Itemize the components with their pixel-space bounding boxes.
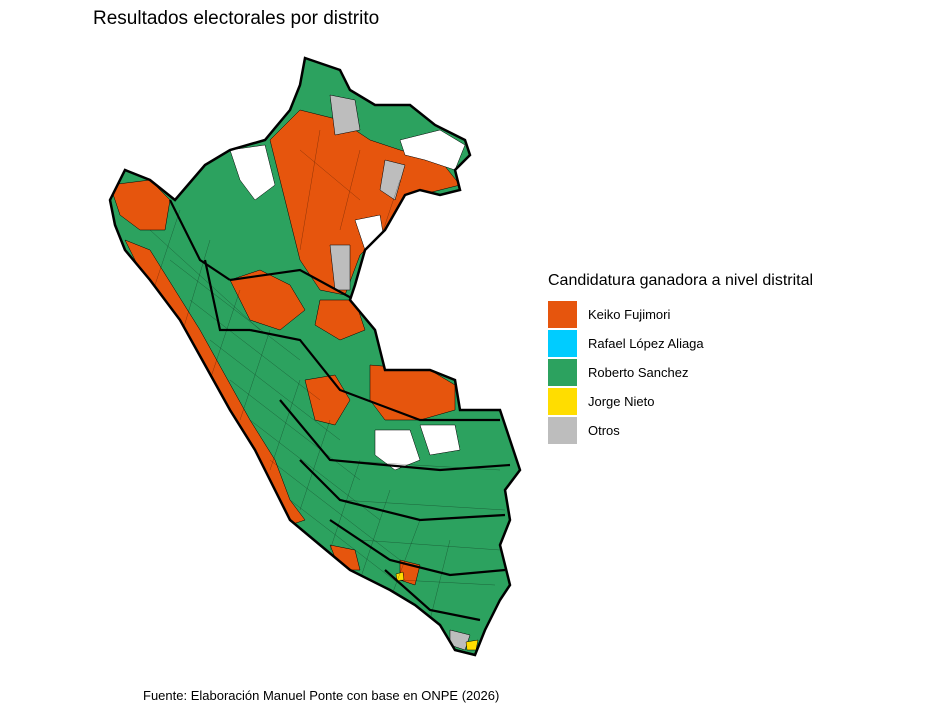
map-title: Resultados electorales por distrito: [93, 8, 380, 29]
legend-label: Roberto Sanchez: [588, 365, 689, 380]
legend-item-lopez-aliaga: Rafael López Aliaga: [548, 329, 813, 358]
legend-title: Candidatura ganadora a nivel distrital: [548, 272, 814, 289]
district-fujimori: [229, 269, 306, 331]
source-caption: Fuente: Elaboración Manuel Ponte con bas…: [143, 688, 500, 703]
country-border: [108, 56, 522, 657]
legend-swatch: [548, 301, 577, 328]
peru-district-map: [108, 56, 522, 657]
legend-item-fujimori: Keiko Fujimori: [548, 300, 813, 329]
legend-label: Keiko Fujimori: [588, 307, 671, 322]
district-boundaries: [149, 129, 506, 621]
legend: Candidatura ganadora a nivel distrital K…: [548, 272, 813, 445]
district-no-data: [419, 424, 461, 456]
district-nieto: [465, 639, 479, 651]
legend-swatch: [548, 388, 577, 415]
legend-label: Otros: [588, 423, 620, 438]
district-no-data: [374, 429, 421, 471]
legend-label: Rafael López Aliaga: [588, 336, 704, 351]
legend-item-nieto: Jorge Nieto: [548, 387, 813, 416]
legend-label: Jorge Nieto: [588, 394, 655, 409]
district-no-data: [229, 144, 276, 201]
district-otros: [379, 159, 406, 201]
district-fujimori: [369, 364, 456, 421]
legend-swatch: [548, 330, 577, 357]
legend-swatch: [548, 359, 577, 386]
legend-item-sanchez: Roberto Sanchez: [548, 358, 813, 387]
legend-swatch: [548, 417, 577, 444]
department-boundaries: [169, 199, 511, 622]
legend-item-otros: Otros: [548, 416, 813, 445]
district-otros: [329, 244, 351, 291]
district-otros: [329, 94, 361, 136]
